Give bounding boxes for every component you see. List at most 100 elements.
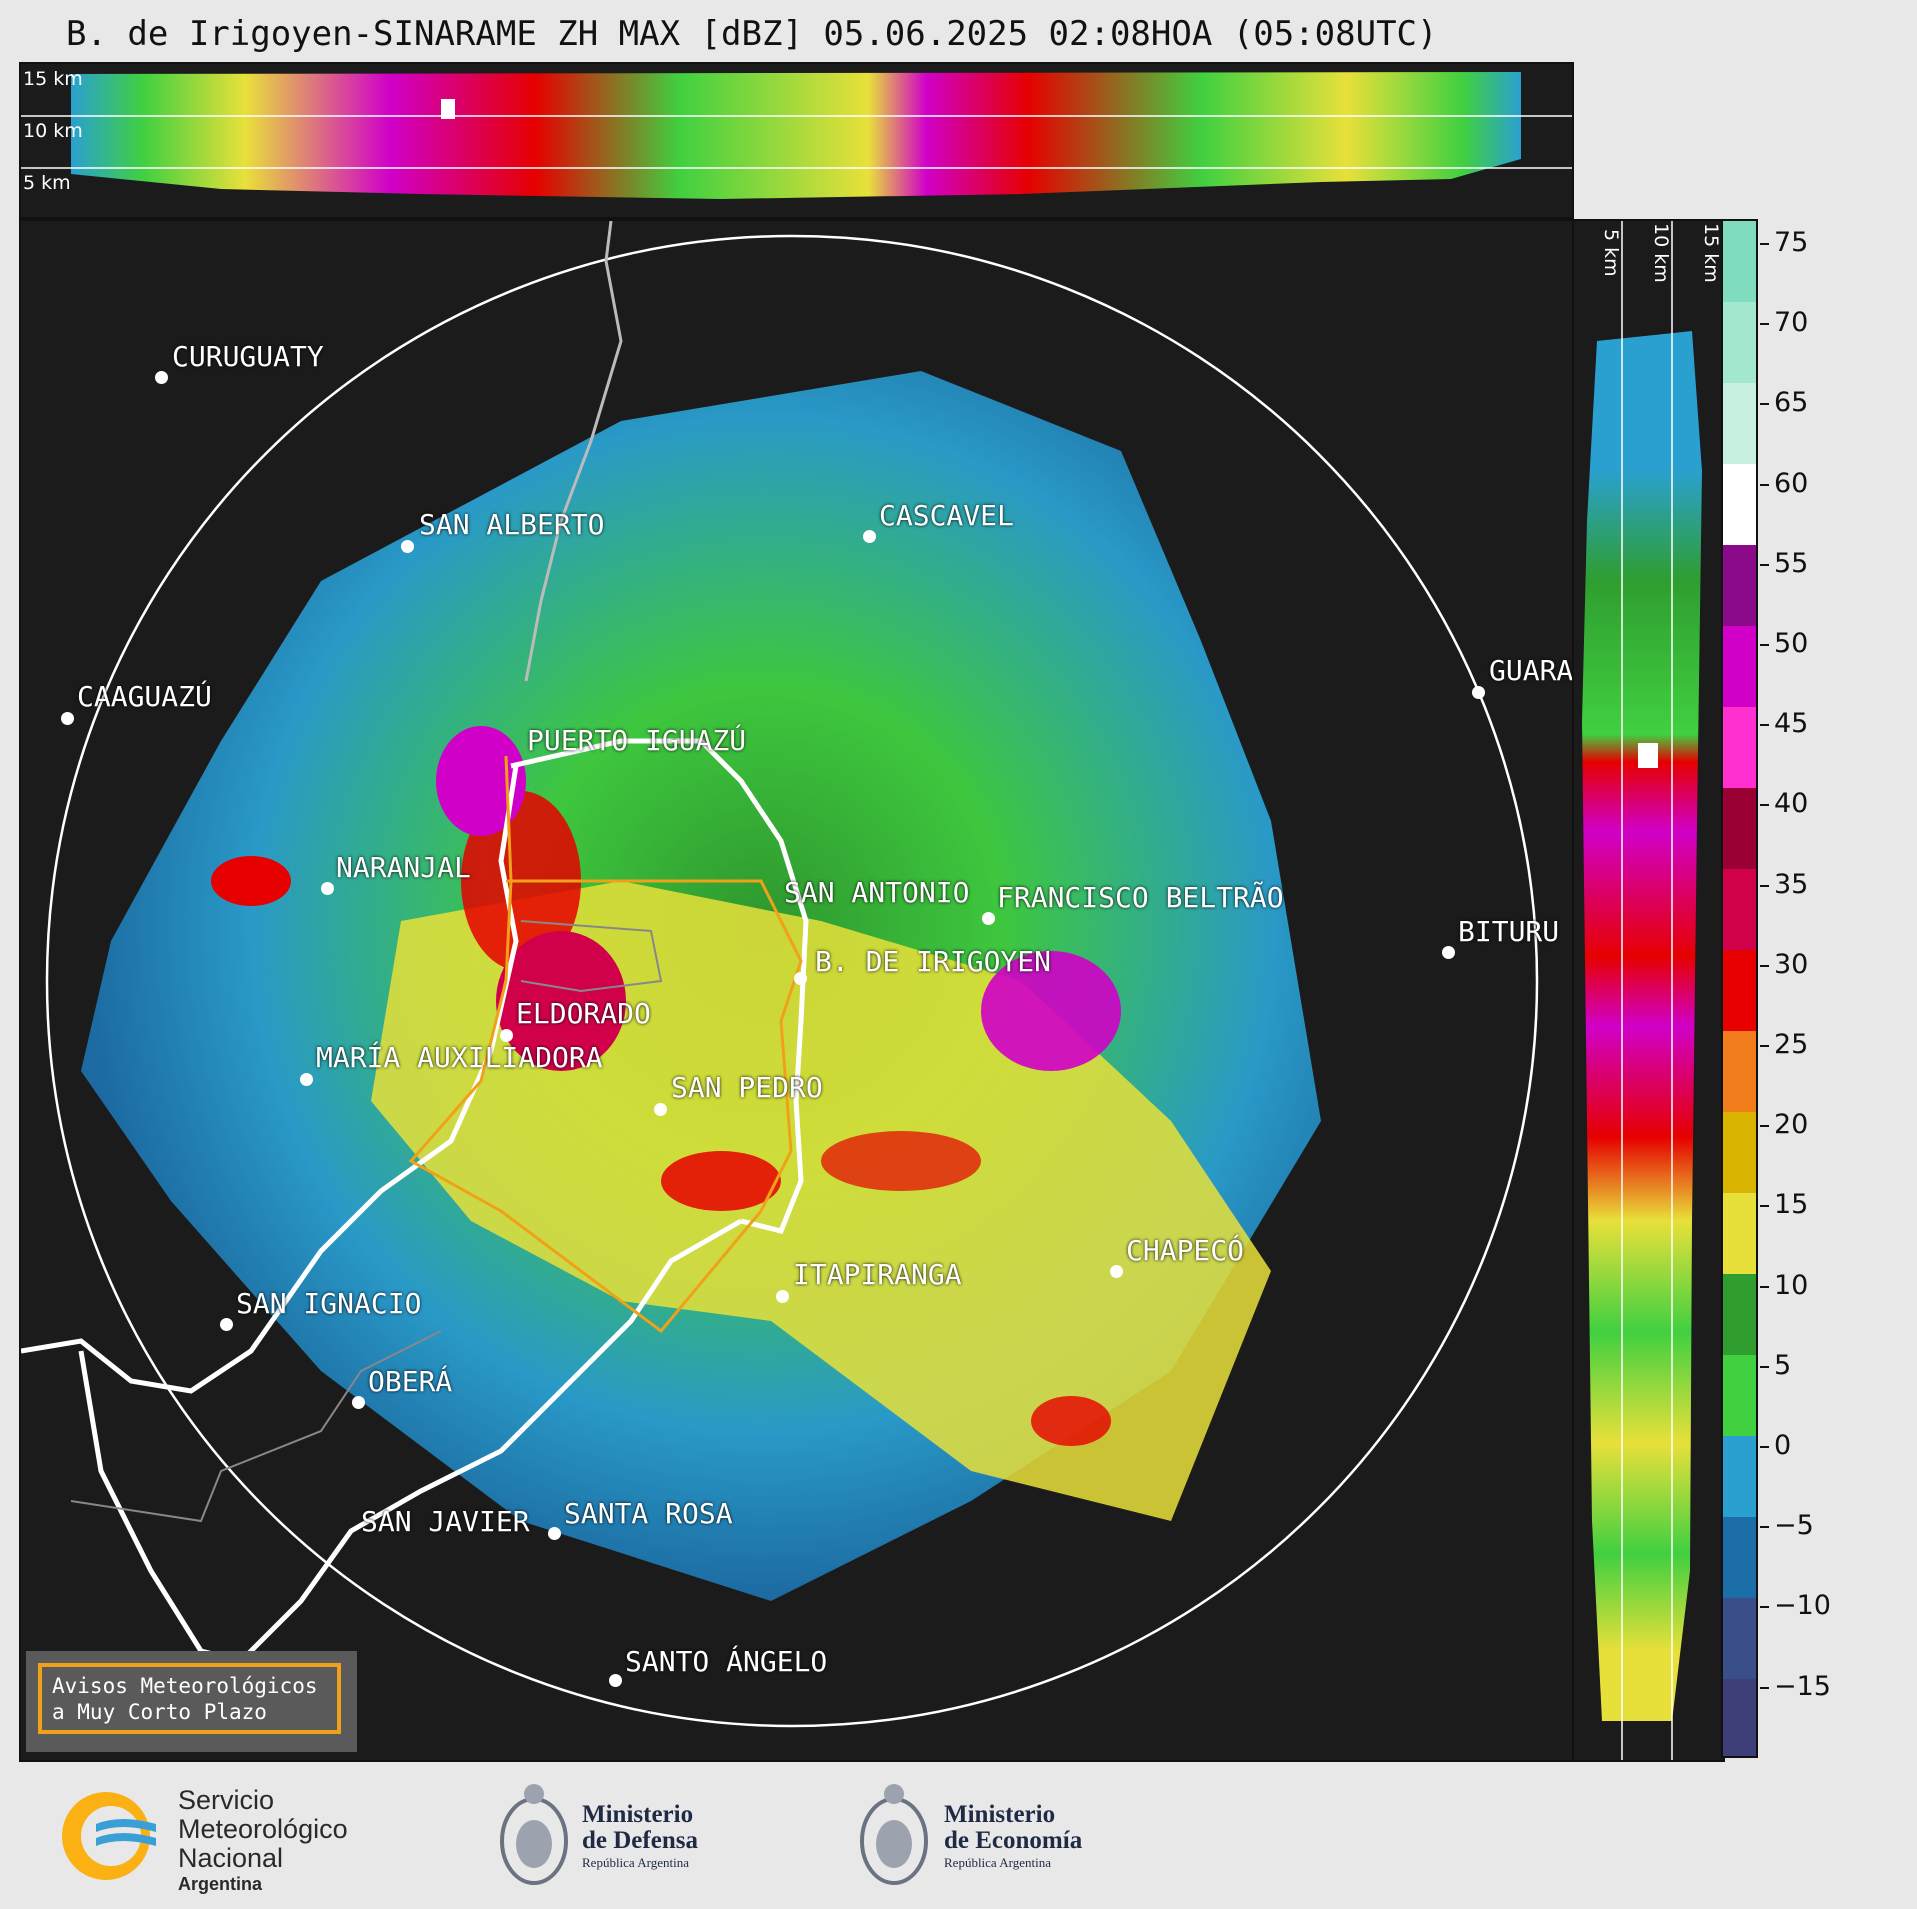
colorbar-tick-label: 60: [1774, 467, 1809, 499]
city-label-puerto-iguazu: PUERTO IGUAZÚ: [527, 724, 747, 757]
city-label-itapiranga: ITAPIRANGA: [793, 1258, 962, 1291]
defensa-text: Ministerio de Defensa República Argentin…: [582, 1802, 698, 1872]
city-dot-chapeco: [1110, 1265, 1123, 1278]
defensa-coat-of-arms-icon: [500, 1784, 568, 1885]
city-dot-guara: [1472, 686, 1485, 699]
colorbar-tick-label: −15: [1774, 1670, 1831, 1702]
colorbar-tick: [1760, 1526, 1769, 1529]
city-label-obera: OBERÁ: [368, 1365, 453, 1398]
colorbar-tick-label: 15: [1774, 1189, 1809, 1221]
colorbar-tick-label: 30: [1774, 948, 1809, 980]
colorbar-tick-label: 75: [1774, 227, 1809, 258]
city-dot-b-de-irigoyen: [794, 972, 807, 985]
colorbar-segment: [1723, 950, 1756, 1031]
city-label-francisco-beltrao: FRANCISCO BELTRÃO: [997, 881, 1284, 914]
colorbar-segment: [1723, 1193, 1756, 1274]
defensa-line2: de Defensa: [582, 1827, 698, 1854]
reflectivity-colorbar: [1721, 219, 1758, 1758]
city-dot-santo-angelo: [609, 1674, 622, 1687]
colorbar-segment: [1723, 1598, 1756, 1679]
city-dot-caaguazu: [61, 712, 74, 725]
warning-legend-box: Avisos Meteorológicos a Muy Corto Plazo: [38, 1663, 341, 1734]
colorbar-segment: [1723, 1679, 1756, 1756]
city-dot-obera: [352, 1396, 365, 1409]
city-dot-san-alberto: [401, 540, 414, 553]
colorbar-tick: [1760, 1045, 1769, 1047]
colorbar-tick: [1760, 483, 1769, 486]
colorbar-tick-label: 45: [1774, 708, 1809, 740]
colorbar-segment: [1723, 1355, 1756, 1436]
city-label-guara: GUARA: [1489, 654, 1574, 687]
city-dot-maria-auxiliadora: [300, 1073, 313, 1086]
city-dot-francisco-beltrao: [982, 912, 995, 925]
warning-legend-line1: Avisos Meteorológicos: [52, 1674, 318, 1698]
city-dot-naranjal: [321, 882, 334, 895]
right-km-label-10: 10 km: [1650, 223, 1672, 283]
smn-logo-text: Servicio Meteorológico Nacional Argentin…: [178, 1786, 348, 1895]
colorbar-tick-label: 20: [1774, 1109, 1809, 1141]
economia-text: Ministerio de Economía República Argenti…: [944, 1802, 1082, 1872]
top-cross-section-panel: 15 km 10 km 5 km: [19, 62, 1574, 219]
colorbar-tick-label: 0: [1774, 1430, 1792, 1461]
city-label-curuguaty: CURUGUATY: [172, 340, 324, 373]
colorbar-segment: [1723, 788, 1756, 869]
warning-legend-line2: a Muy Corto Plazo: [52, 1700, 267, 1724]
colorbar-tick: [1760, 1205, 1769, 1208]
economia-line2: de Economía: [944, 1827, 1083, 1854]
colorbar-tick-label: 10: [1774, 1269, 1809, 1301]
city-label-san-alberto: SAN ALBERTO: [419, 508, 605, 541]
colorbar-segment: [1723, 221, 1756, 302]
colorbar-tick-label: 40: [1774, 788, 1809, 820]
smn-line3: Nacional: [178, 1843, 284, 1873]
city-label-cascavel: CASCAVEL: [879, 499, 1014, 532]
top-cross-section-image: [21, 72, 1572, 199]
city-label-santo-angelo: SANTO ÁNGELO: [625, 1645, 828, 1678]
colorbar-tick: [1760, 644, 1769, 646]
colorbar-tick: [1760, 884, 1769, 887]
colorbar-tick-label: 50: [1774, 628, 1809, 659]
smn-line4: Argentina: [178, 1874, 263, 1894]
defensa-line1: Ministerio: [582, 1801, 694, 1828]
city-dot-bituru: [1442, 946, 1455, 959]
footer-logos: Servicio Meteorológico Nacional Argentin…: [0, 1762, 1917, 1909]
colorbar-segment: [1723, 1112, 1756, 1193]
colorbar-segment: [1723, 383, 1756, 464]
city-label-naranjal: NARANJAL: [336, 851, 471, 884]
city-dot-santa-rosa: [548, 1527, 561, 1540]
colorbar-segment: [1723, 707, 1756, 788]
colorbar-tick-label: 70: [1774, 307, 1809, 339]
colorbar-tick: [1760, 243, 1769, 245]
colorbar-tick: [1760, 1446, 1769, 1448]
city-dot-itapiranga: [776, 1290, 789, 1303]
city-dot-san-ignacio: [220, 1318, 233, 1331]
top-km-label-5: 5 km: [23, 172, 71, 194]
colorbar-tick-label: 25: [1774, 1029, 1809, 1060]
colorbar-tick: [1760, 403, 1769, 406]
city-label-san-ignacio: SAN IGNACIO: [236, 1287, 422, 1320]
city-label-caaguazu: CAAGUAZÚ: [77, 680, 212, 713]
defensa-line3: República Argentina: [582, 1855, 689, 1870]
city-label-eldorado: ELDORADO: [516, 997, 651, 1030]
smn-logo-icon: [62, 1792, 156, 1880]
economia-coat-of-arms-icon: [860, 1784, 928, 1885]
colorbar-tick-label: 55: [1774, 547, 1809, 579]
city-label-san-pedro: SAN PEDRO: [671, 1071, 823, 1104]
colorbar-tick: [1760, 1285, 1769, 1288]
city-label-san-javier: SAN JAVIER: [361, 1505, 530, 1538]
colorbar-tick-label: 65: [1774, 387, 1809, 419]
colorbar-tick: [1760, 323, 1769, 326]
radar-reflectivity-image: [21, 221, 1539, 1728]
colorbar-segment: [1723, 1274, 1756, 1355]
colorbar-segment: [1723, 626, 1756, 707]
colorbar-tick: [1760, 964, 1769, 967]
city-dot-cascavel: [863, 530, 876, 543]
colorbar-segment: [1723, 1517, 1756, 1598]
city-dot-eldorado: [500, 1029, 513, 1042]
colorbar-segment: [1723, 464, 1756, 545]
smn-line2: Meteorológico: [178, 1814, 348, 1844]
right-cross-section-panel: 5 km 10 km 15 km: [1570, 219, 1725, 1762]
right-km-label-5: 5 km: [1600, 229, 1622, 277]
colorbar-tick-label: −10: [1774, 1590, 1831, 1622]
colorbar-segment: [1723, 302, 1756, 383]
chart-title: B. de Irigoyen-SINARAME ZH MAX [dBZ] 05.…: [66, 14, 1438, 54]
